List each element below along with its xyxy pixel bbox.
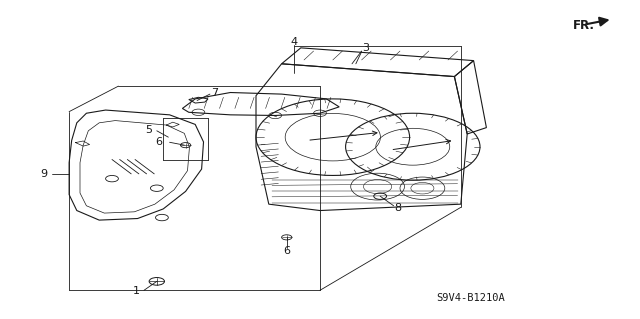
Text: 1: 1 <box>133 286 140 296</box>
Text: 6: 6 <box>156 137 162 147</box>
Text: 6: 6 <box>284 246 290 256</box>
Text: 7: 7 <box>211 87 218 98</box>
Text: 9: 9 <box>40 169 47 179</box>
Text: S9V4-B1210A: S9V4-B1210A <box>436 293 505 303</box>
Text: 5: 5 <box>145 125 152 135</box>
Text: 8: 8 <box>394 203 402 213</box>
Text: 3: 3 <box>363 43 369 54</box>
Text: FR.: FR. <box>573 19 595 32</box>
Text: 4: 4 <box>291 37 298 48</box>
